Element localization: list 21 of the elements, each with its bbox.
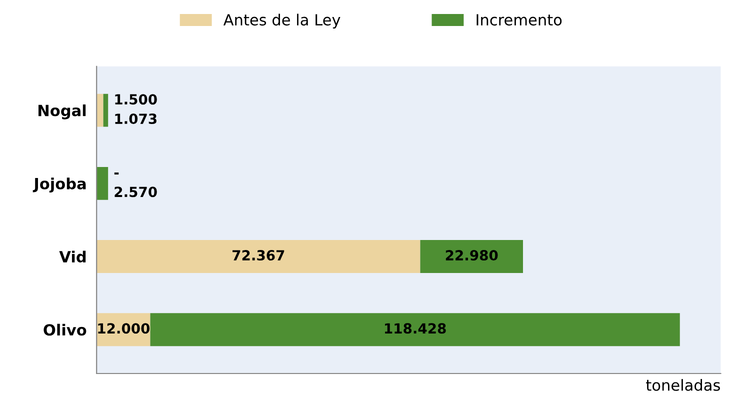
data-label: 12.000	[98, 323, 150, 334]
data-label: -	[114, 172, 119, 174]
bar	[96, 94, 104, 127]
x-axis-title: toneladas	[646, 379, 720, 391]
bar	[96, 166, 108, 200]
bar	[96, 240, 420, 273]
y-tick-label: Jojoba	[32, 178, 86, 192]
data-label: 118.428	[385, 323, 446, 334]
data-label: 22.980	[446, 250, 498, 261]
y-tick-label: Vid	[59, 250, 86, 263]
y-tick-label: Nogal	[38, 104, 86, 120]
data-label: 1.073	[115, 114, 156, 124]
data-label: 72.367	[232, 250, 284, 261]
legend-label: Incremento	[476, 14, 562, 26]
data-label: 2.570	[114, 186, 157, 198]
bar	[150, 313, 680, 346]
legend-label: Antes de la Ley	[223, 14, 340, 29]
data-label: 1.500	[115, 94, 157, 105]
y-tick-label: Olivo	[44, 324, 86, 336]
bar	[420, 240, 523, 273]
bar	[103, 94, 108, 127]
